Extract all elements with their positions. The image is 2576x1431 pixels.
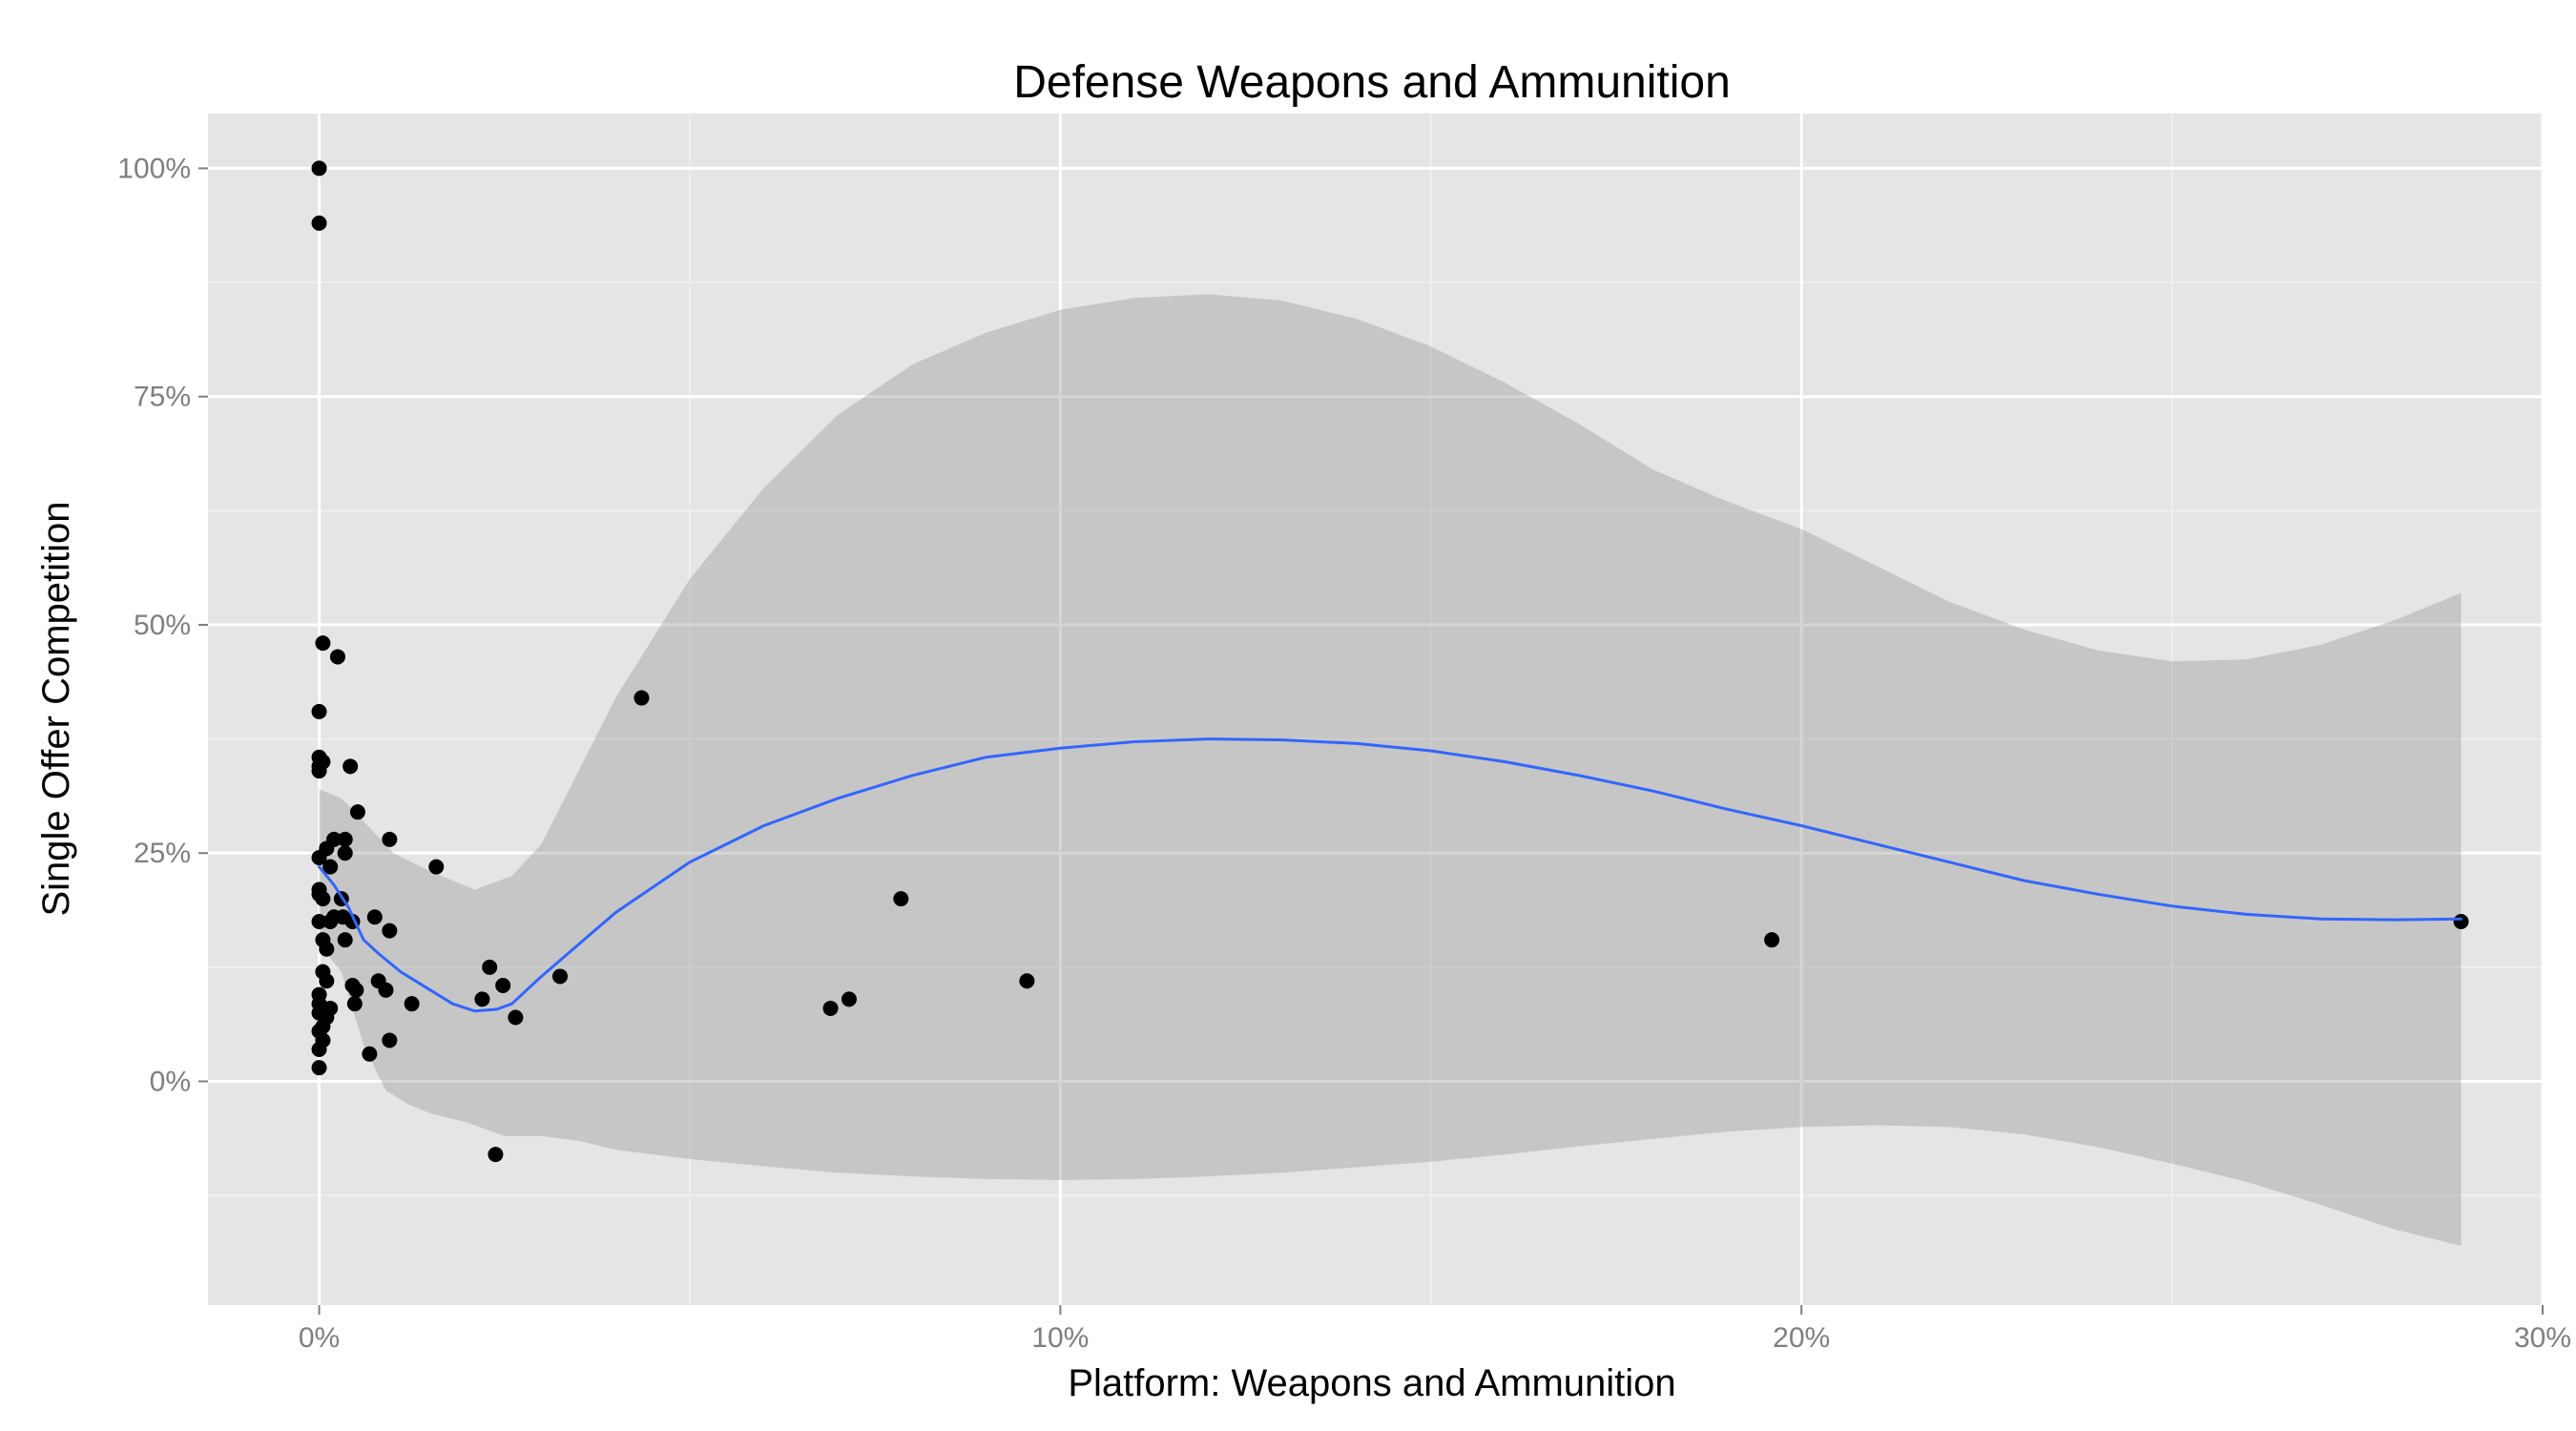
data-point (841, 991, 857, 1007)
data-point (319, 840, 335, 857)
data-point (343, 758, 359, 775)
data-point (319, 941, 335, 957)
data-point (346, 996, 363, 1012)
y-tick-label: 100% (117, 153, 191, 184)
x-tick-label: 10% (1031, 1322, 1089, 1354)
data-point (311, 763, 327, 779)
data-point (474, 991, 490, 1007)
data-point (315, 635, 331, 652)
data-point (428, 859, 445, 875)
y-tick-label: 25% (134, 838, 191, 869)
x-tick-label: 0% (299, 1322, 340, 1354)
data-point (311, 1042, 327, 1058)
data-point (634, 690, 650, 706)
data-point (337, 932, 353, 948)
data-point (322, 859, 339, 875)
data-point (1019, 973, 1035, 989)
data-point (337, 845, 353, 861)
minor-gridlines (208, 114, 2543, 1305)
data-point (482, 959, 498, 975)
data-point (311, 160, 327, 176)
data-point (366, 909, 383, 925)
chart-title: Defense Weapons and Ammunition (1013, 57, 1731, 108)
data-point (488, 1147, 504, 1163)
x-tick-label: 20% (1773, 1322, 1830, 1354)
x-tick-label: 30% (2514, 1322, 2571, 1354)
major-gridlines (208, 114, 2545, 1305)
smooth-line (318, 737, 2462, 1013)
data-point (348, 982, 364, 998)
data-point (362, 1046, 378, 1062)
y-tick-label: 75% (134, 382, 191, 413)
data-point (311, 703, 327, 719)
data-point (315, 891, 331, 907)
data-point (404, 996, 420, 1012)
data-point (378, 982, 394, 998)
data-point (551, 968, 568, 985)
smooth-line-layer (318, 737, 2462, 1013)
data-point (311, 914, 327, 930)
y-tick-label: 0% (150, 1067, 191, 1098)
x-axis-ticks: 0% 10% 20% 30% (299, 1305, 2571, 1354)
data-point (382, 1032, 398, 1048)
data-point (1764, 932, 1780, 948)
x-axis-label: Platform: Weapons and Ammunition (1068, 1362, 1675, 1404)
data-point (319, 973, 335, 989)
data-point (329, 649, 345, 665)
confidence-ribbon (319, 294, 2462, 1246)
y-tick-label: 50% (134, 610, 191, 641)
data-point (382, 831, 398, 847)
data-point (822, 1000, 839, 1016)
data-point (893, 891, 909, 907)
data-point (337, 831, 353, 847)
y-axis-ticks: 0% 25% 50% 75% 100% (117, 153, 208, 1098)
data-point (382, 923, 398, 939)
plot-panel (208, 114, 2543, 1305)
data-point (349, 804, 365, 820)
data-point (495, 978, 511, 994)
data-point (311, 1060, 327, 1076)
data-point (2453, 914, 2469, 930)
confidence-band (319, 294, 2462, 1246)
data-points (311, 160, 2469, 1163)
y-axis-label: Single Offer Competition (35, 501, 77, 916)
data-point (508, 1009, 524, 1026)
data-point (311, 215, 327, 231)
